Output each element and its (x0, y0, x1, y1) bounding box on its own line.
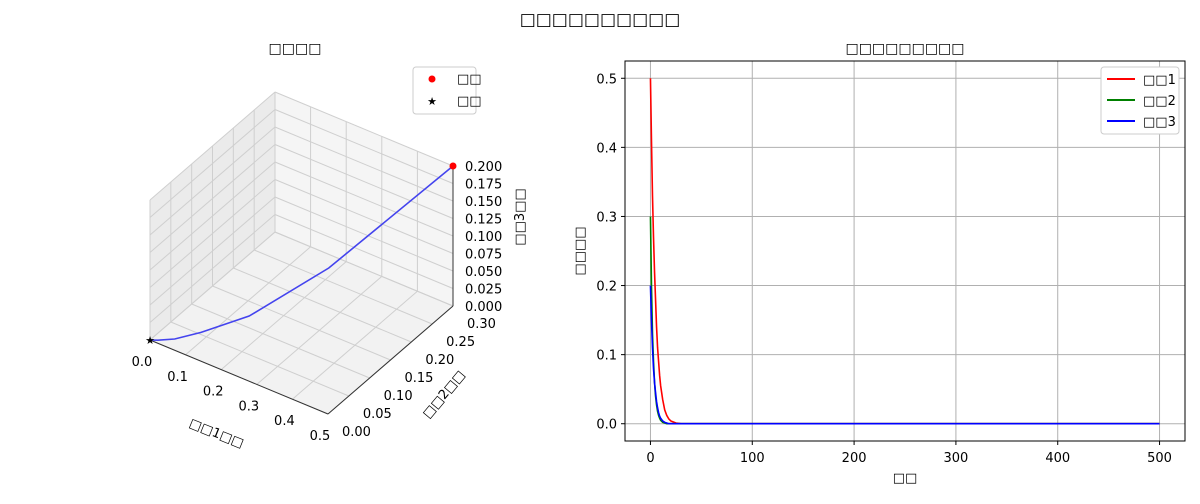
legend-3d-entry-start: □□ (457, 72, 482, 87)
y-tick-label-3d: 0.10 (384, 389, 413, 404)
y-gridline (170, 321, 350, 397)
x-tick-label-3d: 0.5 (310, 429, 331, 444)
end-point-marker: ★ (145, 334, 155, 347)
series-line-2 (649, 216, 1160, 425)
y-gridline (233, 267, 412, 343)
y-tick-label: 0.3 (596, 210, 617, 225)
end-marker-legend-icon: ★ (427, 95, 437, 108)
series-line-1 (649, 78, 1160, 425)
z-gridline (274, 231, 454, 307)
z-gridline (274, 144, 454, 219)
time-series-chart: □□□□□□□□□ 0 100 200 300 400 500 0.0 0.1 0.2 0.3 0.… (573, 41, 1186, 486)
figure-suptitle: □□□□□□□□□□ (520, 10, 681, 30)
y-tick-label-3d: 0.00 (342, 425, 371, 440)
z-tick-label-3d: 0.150 (465, 195, 502, 210)
x-axis-label-2d: □□ (893, 471, 918, 486)
2d-tick-labels: 0 100 200 300 400 500 0.0 0.1 0.2 0.3 0.4 0.5 (596, 72, 1172, 466)
y-tick-label-3d: 0.30 (467, 317, 496, 332)
x-axis-line-3d (149, 339, 329, 415)
y-gridline (191, 303, 370, 379)
z-gridline (149, 196, 276, 306)
z-gridline (149, 126, 276, 236)
x-tick-label-3d: 0.1 (167, 370, 188, 385)
plot-frame (624, 60, 1186, 442)
z-gridline (274, 214, 454, 289)
y-gridline (253, 249, 433, 325)
trajectory-3d: ★ (145, 162, 457, 347)
series-line-3 (649, 285, 1160, 425)
x-axis-label-3d: □□1□□ (187, 416, 246, 451)
x-tick-label-3d: 0.0 (132, 355, 153, 370)
x-tick-label: 500 (1147, 451, 1172, 466)
z-tick-label-3d: 0.025 (465, 283, 502, 298)
y-tick-label: 0.0 (596, 418, 617, 433)
y-tick-label: 0.1 (596, 349, 617, 364)
y-axis-line-3d (327, 305, 454, 415)
z-gridline (274, 179, 454, 254)
y-tick-label: 0.5 (596, 72, 617, 87)
z-tick-label-3d: 0.175 (465, 178, 502, 193)
3d-tick-labels: 0.0 0.1 0.2 0.3 0.4 0.5 0.00 0.05 0.10 0.15 0.20 0.… (132, 160, 503, 444)
z-tick-label-3d: 0.050 (465, 265, 502, 280)
x-tick-label: 400 (1045, 451, 1070, 466)
x-tick-label: 100 (740, 451, 765, 466)
phase-space-3d-chart: □□□□ 0.00.10.20.30.40.5 0.000.050.100.150… (132, 41, 528, 451)
z-gridline (149, 161, 276, 271)
x-tick-label: 300 (943, 451, 968, 466)
z-gridline (274, 161, 454, 237)
legend-3d-entry-end: □□ (457, 94, 482, 109)
start-point-marker (449, 162, 457, 170)
x-tick-label-3d: 0.2 (203, 385, 224, 400)
z-gridline (149, 231, 276, 341)
y-axis-label-2d: □□□□ (573, 226, 588, 275)
2d-series-lines (649, 78, 1160, 425)
y-tick-label-3d: 0.05 (363, 407, 392, 422)
legend-2d: □□1 □□2 □□3 (1100, 66, 1180, 135)
z-gridline (149, 91, 276, 201)
y-gridline (212, 285, 391, 361)
z-tick-label-3d: 0.100 (465, 230, 502, 245)
z-axis-label-3d: □□3□□ (513, 188, 528, 245)
x-tick-label-3d: 0.4 (274, 414, 295, 429)
z-gridline (149, 214, 276, 323)
z-gridline (149, 179, 276, 288)
x-tick-label: 0 (646, 451, 654, 466)
trajectory-line (149, 165, 454, 341)
z-gridline (274, 109, 454, 184)
chart-2d-title: □□□□□□□□□ (845, 41, 964, 57)
x-tick-label: 200 (842, 451, 867, 466)
y-tick-label-3d: 0.15 (405, 371, 434, 386)
z-gridline (149, 144, 276, 253)
z-tick-label-3d: 0.200 (465, 160, 502, 175)
legend-3d: □□ ★ □□ (412, 66, 482, 115)
3d-grid-lines (149, 91, 454, 415)
z-tick-label-3d: 0.075 (465, 248, 502, 263)
legend-label-1: □□1 (1143, 73, 1176, 88)
z-tick-label-3d: 0.125 (465, 213, 502, 228)
z-gridline (274, 91, 454, 167)
legend-label-2: □□2 (1143, 94, 1176, 109)
z-gridline (274, 196, 454, 272)
z-gridline (149, 109, 276, 218)
legend-2d-box (1100, 66, 1180, 135)
z-tick-label-3d: 0.000 (465, 300, 502, 315)
start-marker-legend-icon (428, 75, 436, 83)
chart-3d-title: □□□□ (269, 41, 322, 57)
y-tick-label: 0.2 (596, 280, 617, 295)
x-tick-label-3d: 0.3 (238, 399, 259, 414)
y-tick-label-3d: 0.20 (425, 353, 454, 368)
z-gridline (274, 126, 454, 202)
legend-label-3: □□3 (1143, 115, 1176, 130)
y-tick-label: 0.4 (596, 141, 617, 156)
y-tick-label-3d: 0.25 (446, 335, 475, 350)
3d-axes-panes (150, 92, 453, 414)
